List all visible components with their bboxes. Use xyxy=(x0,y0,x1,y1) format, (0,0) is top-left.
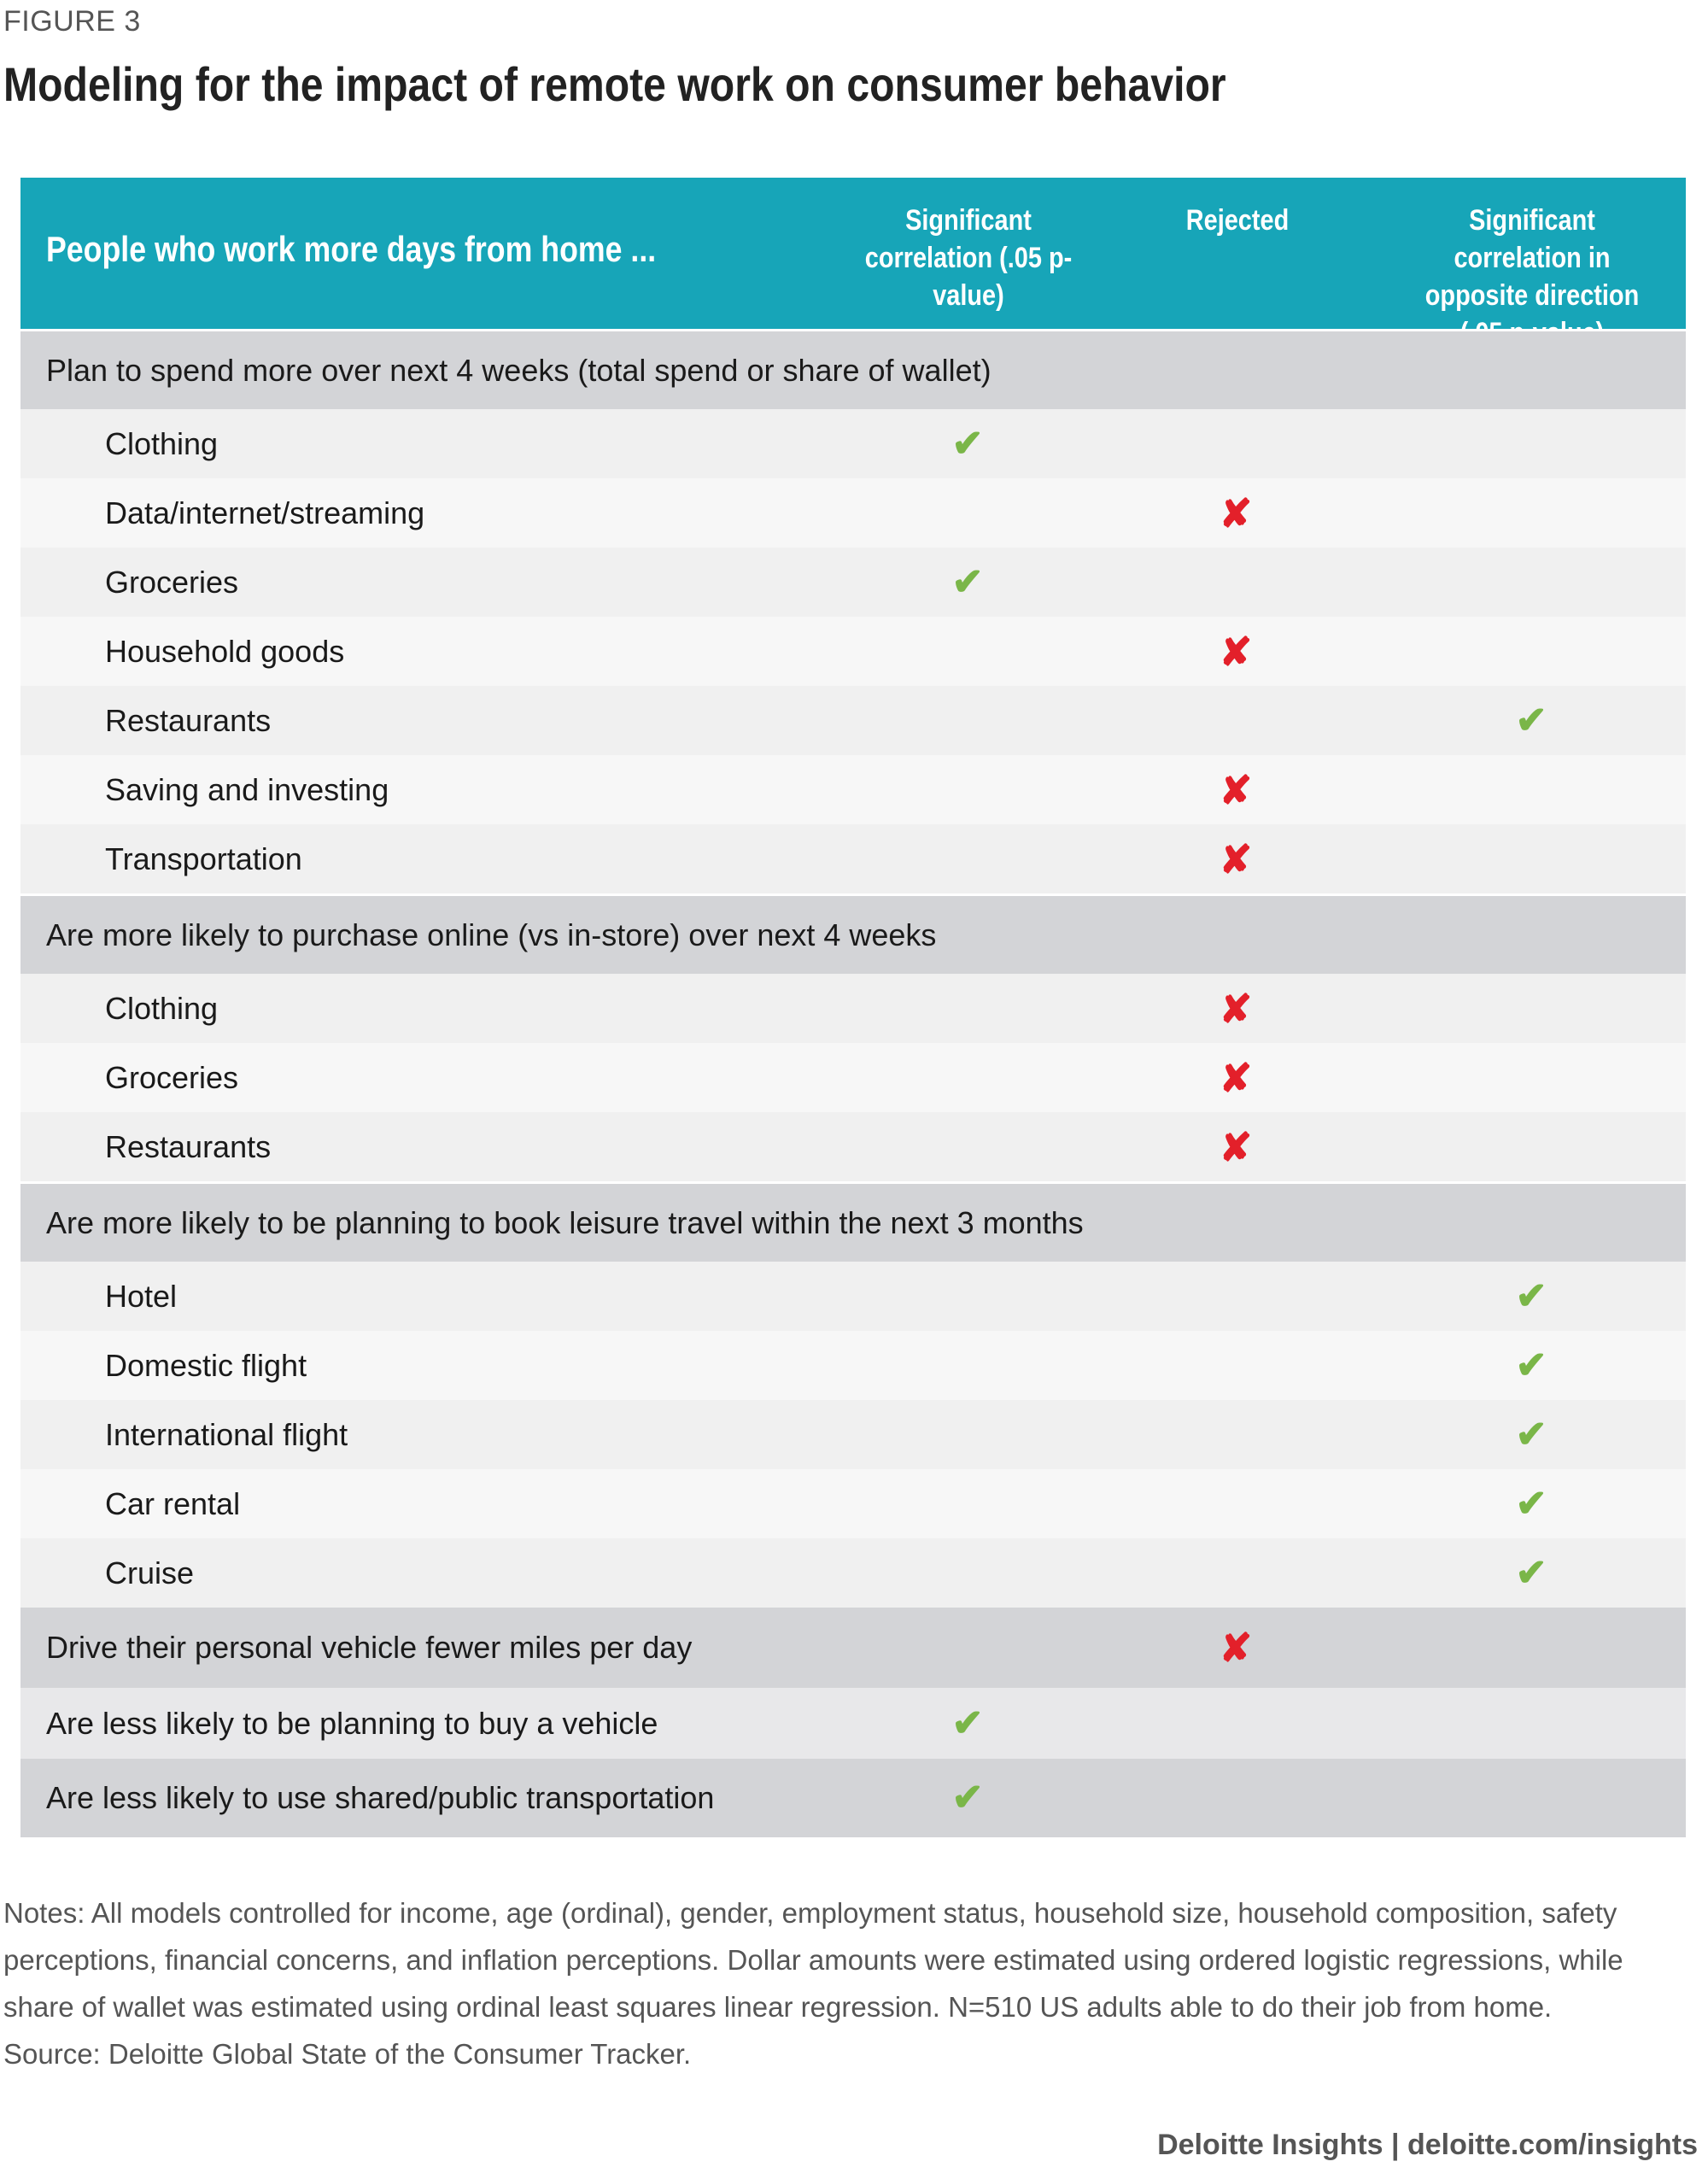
footer-credit: Deloitte Insights | deloitte.com/insight… xyxy=(1157,2129,1698,2161)
figure-label: FIGURE 3 xyxy=(3,5,141,38)
table-body: Plan to spend more over next 4 weeks (to… xyxy=(20,329,1686,1837)
row-label: International flight xyxy=(105,1416,348,1452)
check-icon: ✔ xyxy=(1515,1274,1547,1317)
row-label: Are more likely to purchase online (vs i… xyxy=(46,917,937,952)
row-label: Are less likely to use shared/public tra… xyxy=(46,1780,715,1815)
cross-icon: ✘ xyxy=(1219,629,1253,674)
cross-icon: ✘ xyxy=(1219,490,1253,536)
header-rejected: Rejected xyxy=(1185,204,1290,237)
table-row: Restaurants ✘ xyxy=(20,1112,1686,1181)
table-row: Clothing ✘ xyxy=(20,974,1686,1043)
check-icon: ✔ xyxy=(1515,699,1547,741)
row-label: Restaurants xyxy=(105,1128,272,1164)
page-title: Modeling for the impact of remote work o… xyxy=(3,57,1226,111)
table-header: People who work more days from home ... … xyxy=(20,178,1686,349)
cross-icon: ✘ xyxy=(1219,1625,1253,1670)
check-icon: ✔ xyxy=(951,422,984,465)
section-row: Plan to spend more over next 4 weeks (to… xyxy=(20,329,1686,409)
cross-icon: ✘ xyxy=(1219,767,1253,812)
row-label: Drive their personal vehicle fewer miles… xyxy=(46,1630,693,1665)
table-row: Groceries ✘ xyxy=(20,1043,1686,1112)
row-label: Household goods xyxy=(105,633,345,669)
check-icon: ✔ xyxy=(1515,1344,1547,1386)
row-label: Transportation xyxy=(105,841,302,876)
cross-icon: ✘ xyxy=(1219,986,1253,1031)
table-row: International flight ✔ xyxy=(20,1400,1686,1469)
header-significant: Significant correlation (.05 p-value) xyxy=(864,204,1073,312)
row-label: Hotel xyxy=(105,1278,178,1314)
check-icon: ✔ xyxy=(951,1777,984,1819)
table-row: Are less likely to be planning to buy a … xyxy=(20,1688,1686,1759)
row-label: Plan to spend more over next 4 weeks (to… xyxy=(46,352,991,388)
row-label: Domestic flight xyxy=(105,1347,307,1383)
table-row: Clothing ✔ xyxy=(20,409,1686,478)
table-row: Household goods ✘ xyxy=(20,617,1686,686)
row-label: Groceries xyxy=(105,1059,239,1095)
check-icon: ✔ xyxy=(1515,1551,1547,1594)
source-text: Source: Deloitte Global State of the Con… xyxy=(3,2038,692,2070)
row-label: Groceries xyxy=(105,564,239,600)
check-icon: ✔ xyxy=(951,560,984,603)
section-row: Are more likely to purchase online (vs i… xyxy=(20,893,1686,974)
row-label: Clothing xyxy=(105,990,219,1026)
row-label: Are more likely to be planning to book l… xyxy=(46,1204,1084,1240)
table-row: Car rental ✔ xyxy=(20,1469,1686,1538)
table-row: Data/internet/streaming ✘ xyxy=(20,478,1686,548)
notes-text: Notes: All models controlled for income,… xyxy=(3,1897,1623,2023)
table-row: Hotel ✔ xyxy=(20,1262,1686,1331)
table-row: Saving and investing ✘ xyxy=(20,755,1686,824)
table-row: Groceries ✔ xyxy=(20,548,1686,617)
row-label: Car rental xyxy=(105,1485,241,1521)
row-label: Cruise xyxy=(105,1555,195,1590)
table-row: Are less likely to use shared/public tra… xyxy=(20,1759,1686,1837)
row-label: Data/internet/streaming xyxy=(105,495,425,530)
cross-icon: ✘ xyxy=(1219,836,1253,882)
section-row: Are more likely to be planning to book l… xyxy=(20,1181,1686,1262)
row-label: Clothing xyxy=(105,425,219,461)
header-row-label: People who work more days from home ... xyxy=(46,229,657,269)
results-table: People who work more days from home ... … xyxy=(20,178,1686,1837)
table-row: Transportation ✘ xyxy=(20,824,1686,893)
row-label: Saving and investing xyxy=(105,771,389,807)
row-label: Are less likely to be planning to buy a … xyxy=(46,1705,658,1741)
check-icon: ✔ xyxy=(951,1702,984,1744)
check-icon: ✔ xyxy=(1515,1413,1547,1456)
notes: Notes: All models controlled for income,… xyxy=(3,1889,1694,2077)
table-row: Drive their personal vehicle fewer miles… xyxy=(20,1608,1686,1688)
table-row: Cruise ✔ xyxy=(20,1538,1686,1608)
row-label: Restaurants xyxy=(105,702,272,738)
cross-icon: ✘ xyxy=(1219,1055,1253,1100)
cross-icon: ✘ xyxy=(1219,1124,1253,1169)
check-icon: ✔ xyxy=(1515,1482,1547,1525)
table-row: Domestic flight ✔ xyxy=(20,1331,1686,1400)
table-row: Restaurants ✔ xyxy=(20,686,1686,755)
